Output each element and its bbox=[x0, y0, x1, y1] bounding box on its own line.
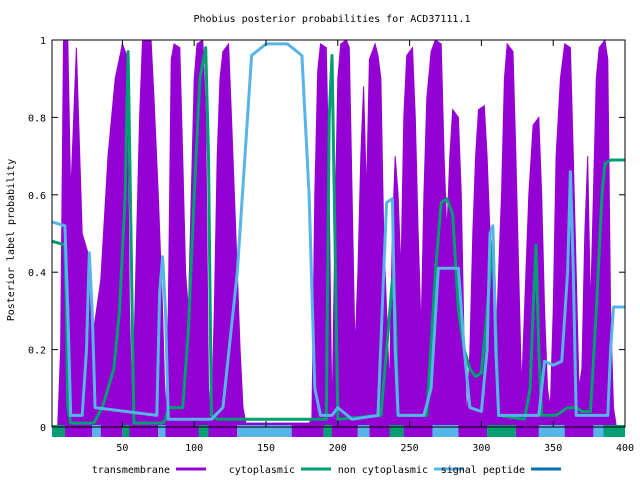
y-tick-label: 0.2 bbox=[28, 346, 46, 357]
y-tick-label: 0 bbox=[40, 423, 46, 434]
topology-segment-transmembrane bbox=[515, 425, 539, 437]
x-tick-label: 50 bbox=[116, 443, 128, 454]
series-transmembrane-area bbox=[52, 38, 625, 428]
plot-frame bbox=[51, 39, 626, 428]
x-tick-label: 400 bbox=[616, 443, 634, 454]
topology-segment-transmembrane bbox=[458, 425, 488, 437]
topology-segment-cytoplasmic bbox=[323, 425, 332, 437]
topology-segment-transmembrane bbox=[564, 425, 594, 437]
topology-segment-transmembrane bbox=[291, 425, 324, 437]
x-tick-label: 150 bbox=[257, 443, 275, 454]
legend: transmembrane cytoplasmic non cytoplasmic s… bbox=[92, 465, 561, 476]
topology-segment-non-cytoplasmic bbox=[92, 425, 101, 437]
y-tick-label: 0.4 bbox=[28, 268, 46, 279]
chart-title: Phobius posterior probabilities for ACD3… bbox=[194, 14, 471, 25]
series-cytoplasmic-line bbox=[51, 46, 625, 425]
y-tick-label: 0.8 bbox=[28, 113, 46, 124]
topology-segment-cytoplasmic bbox=[389, 425, 404, 437]
legend-label-transmembrane: transmembrane bbox=[92, 465, 170, 476]
x-tick-label: 250 bbox=[401, 443, 419, 454]
topology-segment-transmembrane bbox=[129, 425, 159, 437]
topology-segment-cytoplasmic bbox=[198, 425, 209, 437]
topology-segment-non-cytoplasmic bbox=[593, 425, 604, 437]
legend-label-cytoplasmic: cytoplasmic bbox=[229, 465, 295, 476]
topology-segment-cytoplasmic bbox=[487, 425, 516, 437]
topology-segment-cytoplasmic bbox=[603, 425, 625, 437]
topology-segment-transmembrane bbox=[100, 425, 123, 437]
y-tick-label: 0.6 bbox=[28, 191, 46, 202]
topology-segment-non-cytoplasmic bbox=[538, 425, 565, 437]
topology-segment-non-cytoplasmic bbox=[158, 425, 166, 437]
y-axis-label: Posterior label probability bbox=[6, 159, 17, 322]
topology-segment-cytoplasmic bbox=[52, 425, 65, 437]
legend-label-non-cytoplasmic: non cytoplasmic bbox=[338, 465, 428, 476]
topology-segment-non-cytoplasmic bbox=[357, 425, 370, 437]
topology-segment-transmembrane bbox=[369, 425, 390, 437]
topology-segment-transmembrane bbox=[403, 425, 433, 437]
x-tick-label: 350 bbox=[544, 443, 562, 454]
topology-segment-cytoplasmic bbox=[122, 425, 130, 437]
x-tick-label: 300 bbox=[472, 443, 490, 454]
topology-segment-transmembrane bbox=[165, 425, 199, 437]
x-tick-label: 100 bbox=[185, 443, 203, 454]
topology-segment-transmembrane bbox=[332, 425, 358, 437]
series-non-cytoplasmic-line bbox=[51, 42, 625, 421]
topology-segment-non-cytoplasmic bbox=[432, 425, 459, 437]
y-tick-label: 1 bbox=[40, 36, 46, 47]
legend-label-signal-peptide: signal peptide bbox=[441, 465, 525, 476]
topology-segment-non-cytoplasmic bbox=[237, 425, 292, 437]
x-tick-label: 200 bbox=[329, 443, 347, 454]
topology-segment-transmembrane bbox=[64, 425, 93, 437]
topology-segment-transmembrane bbox=[208, 425, 238, 437]
